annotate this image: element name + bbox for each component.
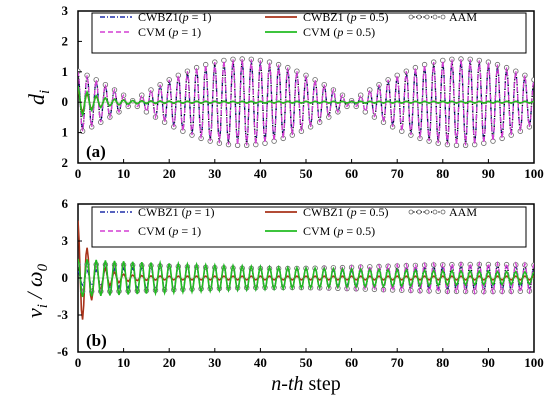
- y-tick-label: 3: [62, 233, 69, 248]
- x-tick-label: 0: [75, 355, 82, 370]
- y-axis-label: vi / ω0: [22, 263, 51, 318]
- x-tick-label: 90: [482, 166, 495, 181]
- series-group: [78, 56, 534, 148]
- x-tick-label: 70: [391, 355, 404, 370]
- x-tick-label: 50: [300, 166, 313, 181]
- x-tick-label: 70: [391, 166, 404, 181]
- panel-label: (b): [86, 331, 107, 350]
- y-tick-label: 3: [62, 3, 69, 18]
- legend-marker: [416, 209, 422, 215]
- y-tick-label: -6: [57, 344, 68, 359]
- x-tick-label: 90: [482, 355, 495, 370]
- legend-label: CWBZ1 (p = 0.5): [303, 205, 388, 219]
- y-axis-label: di: [24, 90, 53, 105]
- legend-marker: [432, 14, 438, 20]
- series-line-3: [78, 58, 534, 146]
- x-tick-label: 80: [436, 355, 449, 370]
- legend-label: CVM (p = 0.5): [303, 25, 375, 39]
- legend-marker: [408, 209, 414, 215]
- x-tick-label: 30: [208, 166, 221, 181]
- legend-marker: [424, 14, 430, 20]
- legend-marker: [440, 14, 446, 20]
- y-tick-label: 0: [62, 270, 69, 285]
- legend-label: CVM (p = 0.5): [303, 224, 375, 238]
- x-tick-label: 30: [208, 355, 221, 370]
- series-line-4: [78, 258, 534, 298]
- y-tick-label: 0: [62, 94, 69, 109]
- legend-marker: [424, 209, 430, 215]
- x-tick-label: 10: [117, 355, 130, 370]
- x-tick-label: 100: [524, 355, 544, 370]
- panel-label: (a): [86, 142, 106, 161]
- x-tick-label: 0: [75, 166, 82, 181]
- x-tick-label: 40: [254, 166, 267, 181]
- x-tick-label: 80: [436, 166, 449, 181]
- y-tick-label: 2: [62, 33, 69, 48]
- x-tick-label: 10: [117, 166, 130, 181]
- legend-box: [91, 206, 527, 248]
- y-tick-label: 1: [62, 64, 69, 79]
- legend-label: CWBZ1(p = 1): [138, 10, 211, 24]
- x-tick-label: 20: [163, 166, 176, 181]
- x-tick-label: 20: [163, 355, 176, 370]
- legend-box: [91, 12, 527, 54]
- x-tick-label: 100: [524, 166, 544, 181]
- legend-marker: [432, 209, 438, 215]
- y-tick-label: 1: [62, 125, 69, 140]
- legend-label: CVM (p = 1): [138, 25, 201, 39]
- y-tick-label: -3: [57, 307, 68, 322]
- legend-label: AAM: [449, 10, 477, 24]
- x-tick-label: 40: [254, 355, 267, 370]
- legend-label: CWBZ1 (p = 0.5): [303, 10, 388, 24]
- x-tick-label: 60: [345, 355, 358, 370]
- series-point-2: [362, 109, 368, 115]
- series-line-4: [78, 85, 534, 118]
- y-tick-label: 2: [62, 155, 69, 170]
- series-point-2: [143, 109, 150, 115]
- series-group: [78, 220, 534, 320]
- legend-marker: [408, 14, 414, 20]
- x-tick-label: 60: [345, 166, 358, 181]
- legend-marker: [416, 14, 422, 20]
- legend-label: CVM (p = 1): [138, 224, 201, 238]
- series-point-2: [531, 77, 534, 83]
- x-axis-label: n-th step: [271, 373, 340, 395]
- legend-marker: [440, 209, 446, 215]
- x-tick-label: 50: [300, 355, 313, 370]
- y-tick-label: 6: [62, 196, 69, 211]
- series-point-2: [517, 288, 523, 294]
- legend-label: AAM: [449, 205, 477, 219]
- legend-label: CWBZ1 (p = 1): [138, 205, 214, 219]
